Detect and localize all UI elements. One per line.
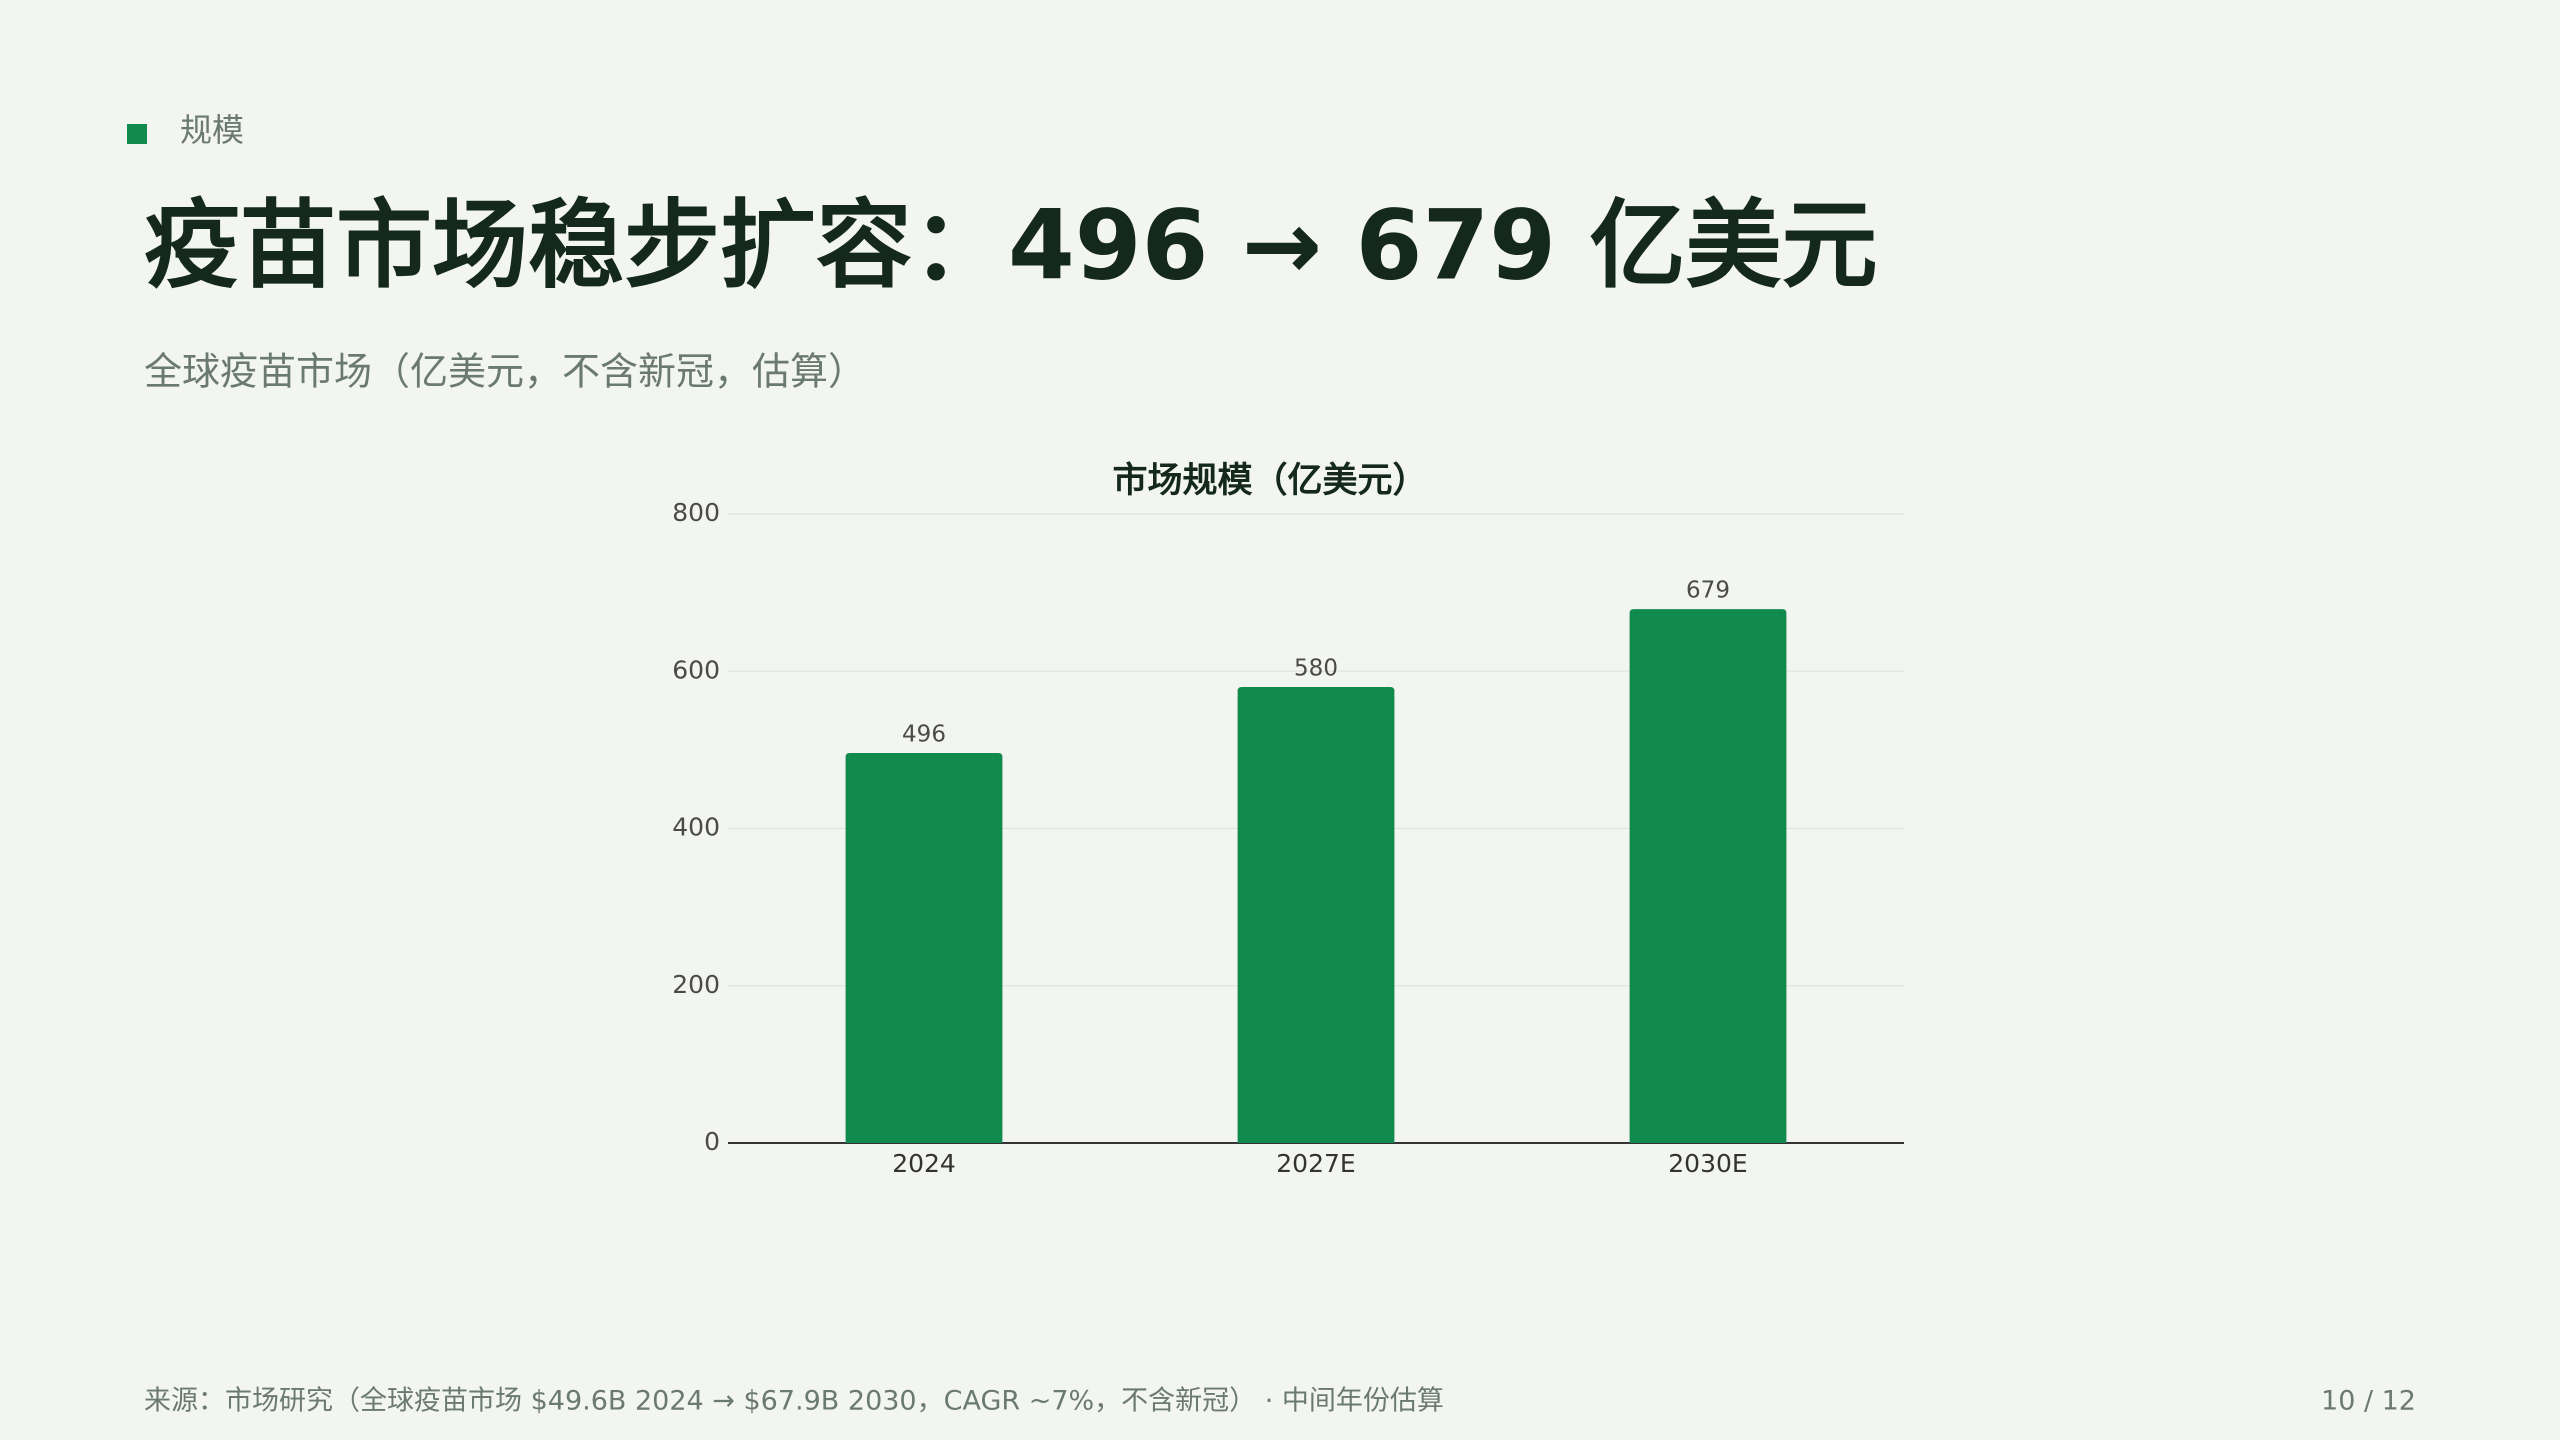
y-tick-label: 600 — [672, 655, 720, 684]
bar — [845, 753, 1003, 1143]
value-label: 580 — [1294, 655, 1338, 681]
y-tick-label: 400 — [672, 813, 720, 842]
bar — [1237, 686, 1395, 1143]
slide-subtitle: 全球疫苗市场（亿美元，不含新冠，估算） — [144, 350, 866, 394]
value-label: 679 — [1686, 578, 1730, 604]
slide-title: 疫苗市场稳步扩容：496 → 679 亿美元 — [144, 189, 1877, 301]
x-tick-label: 2030E — [1668, 1149, 1747, 1178]
chart-title: 市场规模（亿美元） — [1112, 461, 1427, 501]
page-number: 10 / 12 — [2321, 1386, 2416, 1417]
section-label: 规模 — [180, 111, 244, 149]
bar — [1629, 609, 1787, 1143]
value-label: 496 — [902, 722, 946, 748]
y-tick-label: 200 — [672, 970, 720, 999]
y-tick-label: 0 — [704, 1127, 720, 1156]
y-tick-label: 800 — [672, 498, 720, 527]
x-tick-label: 2027E — [1276, 1149, 1355, 1178]
section-marker — [127, 124, 147, 144]
footer-source: 来源：市场研究（全球疫苗市场 $49.6B 2024 → $67.9B 2030… — [144, 1386, 1444, 1417]
x-tick-label: 2024 — [892, 1149, 956, 1178]
